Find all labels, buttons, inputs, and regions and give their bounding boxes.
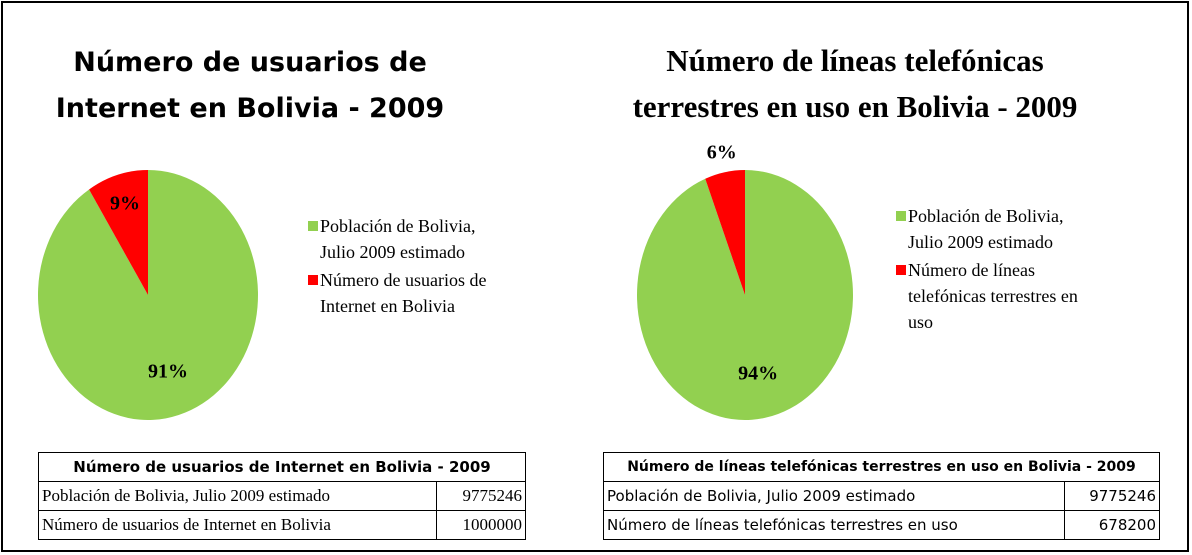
table-label: Población de Bolivia, Julio 2009 estimad… — [38, 481, 437, 511]
table-label: Población de Bolivia, Julio 2009 estimad… — [603, 481, 1065, 511]
pie-slice — [38, 170, 259, 420]
table-row: Población de Bolivia, Julio 2009 estimad… — [38, 481, 527, 511]
slice-label: 91% — [148, 361, 188, 383]
table-title: Número de líneas telefónicas terrestres … — [603, 452, 1160, 482]
legend-swatch — [308, 275, 318, 285]
table-row: Número de líneas telefónicas terrestres … — [603, 510, 1161, 540]
legend-label: Población de Bolivia, Julio 2009 estimad… — [908, 206, 1064, 252]
slice-label: 6% — [707, 141, 737, 163]
chart-title: Número de líneas telefónicas terrestres … — [632, 43, 1078, 124]
legend-item: Número de usuarios de Internet en Bolivi… — [308, 267, 498, 319]
table-value: 9775246 — [1063, 481, 1161, 511]
legend-swatch — [308, 221, 318, 231]
pie-slice — [705, 170, 745, 295]
table-header-row: Número de líneas telefónicas terrestres … — [603, 452, 1160, 482]
legend-label: Número de líneas telefónicas terrestres … — [908, 260, 1078, 332]
table-value: 1000000 — [435, 510, 527, 540]
table-value: 678200 — [1063, 510, 1161, 540]
data-table: Número de líneas telefónicas terrestres … — [603, 452, 1161, 540]
slice-label: 9% — [110, 193, 140, 215]
table-row: Población de Bolivia, Julio 2009 estimad… — [603, 481, 1161, 511]
legend: Población de Bolivia, Julio 2009 estimad… — [308, 213, 498, 321]
pie-slice — [89, 170, 148, 295]
legend-swatch — [896, 211, 906, 221]
data-table: Número de usuarios de Internet en Bolivi… — [38, 452, 527, 540]
table-value: 9775246 — [435, 481, 527, 511]
table-label: Número de líneas telefónicas terrestres … — [603, 510, 1065, 540]
table-label: Número de usuarios de Internet en Bolivi… — [38, 510, 437, 540]
table-row: Número de usuarios de Internet en Bolivi… — [38, 510, 527, 540]
legend-label: Población de Bolivia, Julio 2009 estimad… — [320, 216, 476, 262]
legend: Población de Bolivia, Julio 2009 estimad… — [896, 203, 1086, 337]
legend-swatch — [896, 265, 906, 275]
legend-item: Número de líneas telefónicas terrestres … — [896, 257, 1086, 335]
legend-label: Número de usuarios de Internet en Bolivi… — [320, 270, 487, 316]
slice-label: 94% — [738, 362, 778, 384]
legend-item: Población de Bolivia, Julio 2009 estimad… — [308, 213, 498, 265]
legend-item: Población de Bolivia, Julio 2009 estimad… — [896, 203, 1086, 255]
chart-title: Número de usuarios de Internet en Bolivi… — [55, 47, 445, 124]
table-title: Número de usuarios de Internet en Bolivi… — [38, 452, 526, 482]
table-header-row: Número de usuarios de Internet en Bolivi… — [38, 452, 526, 482]
